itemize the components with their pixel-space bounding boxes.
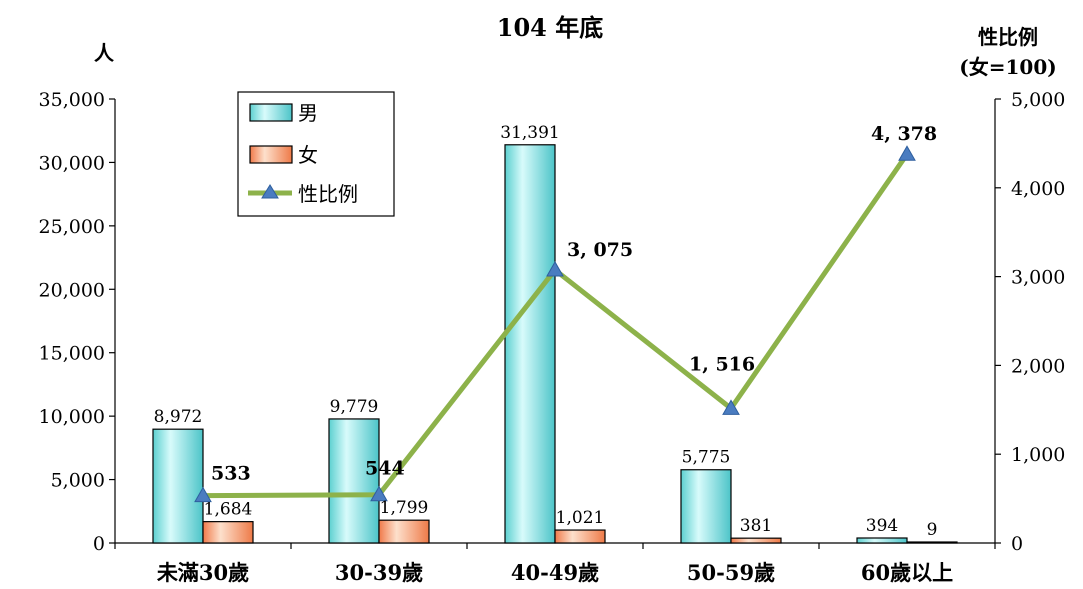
bar-label-female: 1,799 (380, 498, 429, 518)
legend-label-female: 女 (298, 143, 318, 167)
y-axis-right-label-line2: (女=100) (959, 55, 1056, 79)
y-tick-label-left: 10,000 (39, 406, 105, 428)
x-tick-label: 50-59歲 (687, 560, 775, 585)
bar-label-female: 381 (740, 516, 772, 536)
bar-label-male: 394 (866, 516, 898, 536)
ratio-marker (370, 485, 388, 502)
ratio-label: 3, 075 (567, 239, 633, 261)
ratio-label: 4, 378 (871, 123, 937, 145)
y-tick-label-left: 20,000 (39, 279, 105, 301)
bar-label-male: 31,391 (500, 123, 559, 143)
legend-swatch-male (249, 103, 293, 122)
axes: 0 5,000 10,000 15,000 20,000 25,000 30,000 35,0… (39, 89, 1066, 585)
ratio-label: 544 (365, 458, 405, 480)
y-tick-label-right: 5,000 (1011, 89, 1065, 111)
bar-female (378, 519, 430, 544)
legend-label-ratio: 性比例 (298, 182, 358, 206)
legend-marker-ratio (261, 184, 279, 199)
bar-label-female: 9 (927, 520, 938, 540)
y-tick-label-right: 0 (1011, 533, 1023, 555)
y-tick-label-right: 4,000 (1011, 178, 1065, 200)
y-tick-label-left: 35,000 (39, 89, 105, 111)
x-tick-label: 40-49歲 (511, 560, 599, 585)
y-tick-label-left: 25,000 (39, 216, 105, 238)
ratio-marker (194, 486, 212, 503)
y-tick-label-right: 3,000 (1011, 267, 1065, 289)
ratio-label: 533 (211, 463, 251, 485)
bar-male (856, 537, 908, 544)
data-labels: 8,972 9,779 31,391 5,775 394 1,684 1,799 1,021 3… (154, 123, 938, 540)
legend: 男 女 性比例 (237, 91, 395, 217)
bar-male (328, 418, 380, 544)
x-tick-label: 60歲以上 (861, 560, 953, 585)
bar-label-male: 5,775 (682, 448, 731, 468)
chart-title: 104 年底 (497, 13, 603, 42)
ratio-line (194, 145, 916, 503)
y-tick-label-right: 2,000 (1011, 355, 1065, 377)
y-tick-label-left: 15,000 (39, 343, 105, 365)
bar-female (202, 521, 254, 544)
ratio-marker (546, 260, 564, 277)
bar-label-female: 1,684 (204, 500, 253, 520)
legend-swatch-female (249, 145, 293, 164)
bar-label-female: 1,021 (556, 508, 605, 528)
ratio-marker (722, 399, 740, 415)
ratio-label: 1, 516 (689, 353, 755, 375)
y-tick-label-left: 5,000 (51, 470, 105, 492)
bars (152, 144, 958, 544)
y-tick-label-left: 0 (93, 533, 105, 555)
x-tick-label: 未滿30歲 (157, 560, 249, 585)
bar-label-male: 9,779 (330, 397, 379, 417)
bar-female (554, 529, 606, 544)
bar-male (504, 144, 556, 544)
y-tick-label-left: 30,000 (39, 152, 105, 174)
ratio-marker (898, 145, 916, 161)
x-tick-label: 30-39歲 (335, 560, 423, 585)
y-axis-left-label: 人 (94, 41, 115, 65)
bar-label-male: 8,972 (154, 407, 203, 427)
bar-male (152, 428, 204, 544)
bar-female (730, 537, 782, 544)
legend-label-male: 男 (298, 101, 318, 125)
y-tick-label-right: 1,000 (1011, 444, 1065, 466)
bar-female (906, 541, 958, 544)
y-axis-right-label-line1: 性比例 (978, 25, 1038, 49)
bar-male (680, 469, 732, 544)
